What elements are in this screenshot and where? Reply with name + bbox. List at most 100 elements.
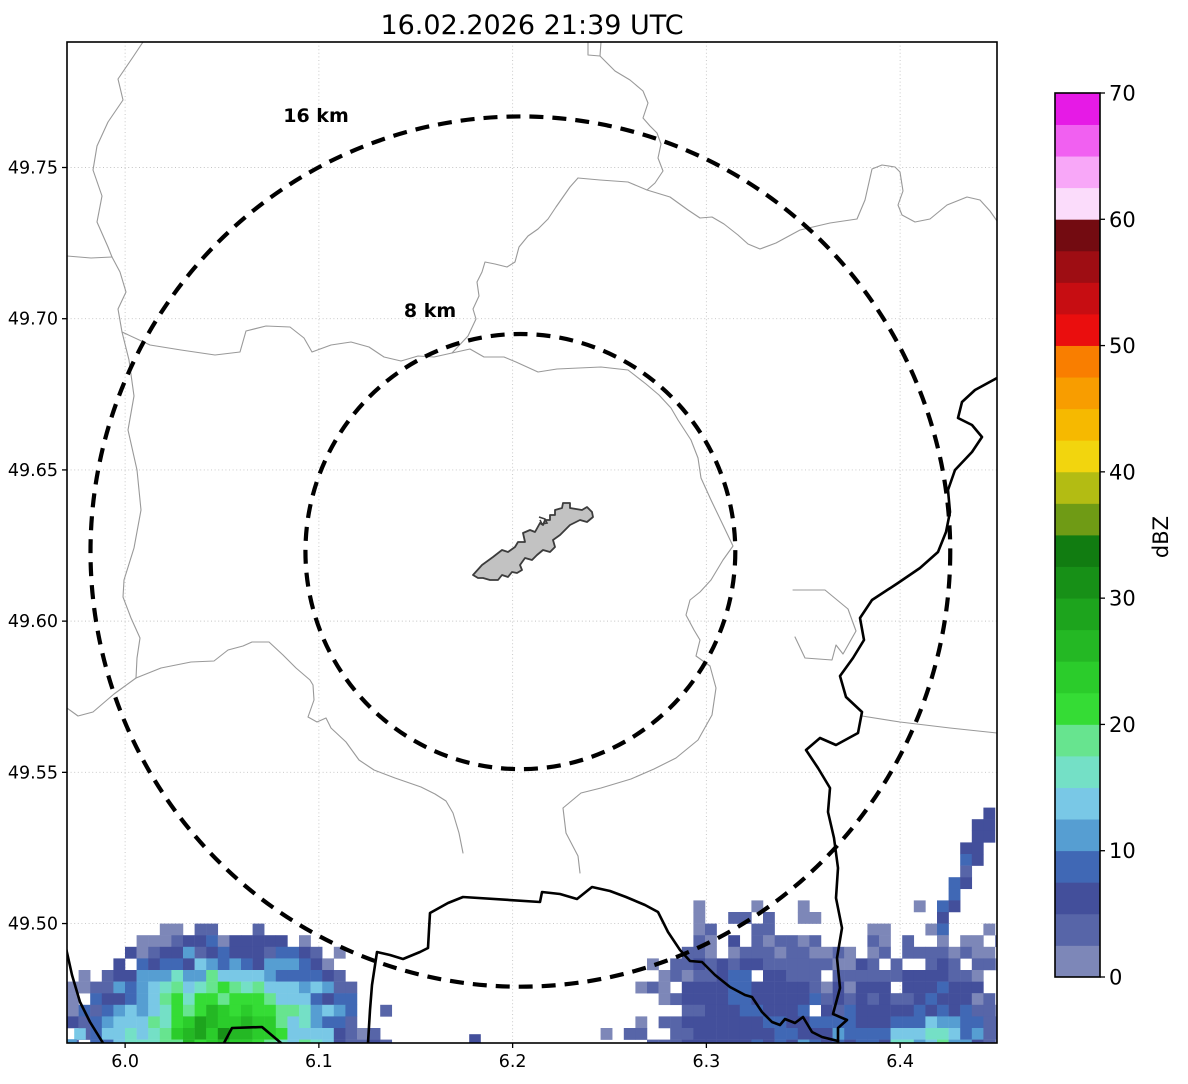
precip-cell: [252, 1016, 265, 1029]
precip-cell: [206, 1028, 219, 1040]
precip-cell: [322, 958, 335, 971]
precip-cell: [739, 1039, 752, 1043]
colorbar-tick-label: 20: [1109, 713, 1136, 737]
precip-cell: [113, 1016, 126, 1029]
precip-cell: [333, 970, 346, 982]
precip-cell: [983, 958, 996, 971]
precip-cell: [101, 981, 114, 994]
precip-cell: [264, 1039, 277, 1043]
precip-cell: [241, 935, 253, 948]
x-tick-label: 6.3: [692, 1052, 720, 1072]
precip-cell: [113, 1028, 126, 1040]
precip-cell: [960, 854, 973, 866]
precip-cell: [797, 1016, 810, 1029]
precip-cell: [635, 1028, 648, 1040]
precip-cell: [206, 958, 219, 971]
precip-cell: [948, 1004, 961, 1017]
precip-cell: [658, 993, 671, 1006]
precip-cell: [125, 1016, 137, 1029]
precip-cell: [647, 1039, 659, 1043]
precip-cell: [681, 1028, 694, 1040]
precip-cell: [705, 1016, 717, 1029]
precip-cell: [333, 1004, 346, 1017]
precip-cell: [774, 958, 787, 971]
precip-cell: [299, 1004, 311, 1017]
precip-cell: [855, 1004, 868, 1017]
precip-cell: [948, 1016, 961, 1029]
admin-boundary-line: [792, 589, 857, 661]
colorbar-segment: [1055, 535, 1100, 567]
colorbar-tick-label: 30: [1109, 587, 1136, 611]
colorbar-label: dBZ: [1149, 516, 1173, 558]
precip-cell: [948, 993, 961, 1006]
precip-cell: [705, 946, 717, 959]
precip-cell: [867, 935, 880, 948]
precip-cell: [299, 970, 311, 982]
precip-cell: [960, 1028, 973, 1040]
precip-cell: [78, 981, 91, 994]
precip-cell: [751, 1016, 764, 1029]
precip-cell: [275, 958, 288, 971]
precip-cell: [797, 900, 810, 913]
precip-cell: [728, 1004, 741, 1017]
precip-cell: [751, 1039, 764, 1043]
precip-cell: [264, 935, 277, 948]
precip-cell: [693, 993, 706, 1006]
precip-cell: [159, 946, 172, 959]
precip-cell: [148, 935, 161, 948]
urban-area-shape: [472, 502, 594, 581]
precip-cell: [217, 946, 230, 959]
precip-cell: [844, 981, 857, 994]
precip-cell: [890, 1028, 903, 1040]
y-axis: 49.75 49.70 49.65 49.60 49.55 49.50: [8, 159, 67, 935]
precip-cell: [380, 1039, 393, 1043]
precip-cell: [739, 946, 752, 959]
country-border-line: [804, 376, 997, 1043]
precip-cell: [241, 993, 253, 1006]
precip-cell: [705, 1028, 717, 1040]
precip-cell: [902, 981, 915, 994]
map-gridlines: [67, 42, 997, 1043]
precip-cell: [310, 958, 323, 971]
precip-cell: [786, 970, 799, 982]
precip-cell: [299, 993, 311, 1006]
precip-cell: [983, 993, 996, 1006]
precip-cell: [797, 1004, 810, 1017]
precip-cell: [902, 1039, 915, 1043]
y-tick-label: 49.75: [8, 159, 58, 179]
precip-cell: [844, 946, 857, 959]
precip-cell: [264, 1004, 277, 1017]
precip-cell: [333, 981, 346, 994]
precip-cell: [322, 1028, 335, 1040]
precip-cell: [206, 923, 219, 936]
colorbar-segment: [1055, 598, 1100, 631]
precip-cell: [206, 1016, 219, 1029]
precip-cell: [101, 1016, 114, 1029]
precip-cell: [159, 981, 172, 994]
precip-cell: [693, 935, 706, 948]
precip-cell: [159, 1039, 172, 1043]
precip-cell: [705, 958, 717, 971]
precip-cell: [113, 981, 126, 994]
precip-cell: [751, 923, 764, 936]
precip-cell: [913, 981, 926, 994]
precip-cell: [705, 935, 717, 948]
precip-cell: [739, 912, 752, 924]
precip-cell: [821, 1016, 833, 1029]
precip-cell: [902, 946, 915, 959]
colorbar-segment: [1055, 566, 1100, 599]
precip-cell: [194, 993, 207, 1006]
precip-cell: [322, 993, 335, 1006]
colorbar-segment: [1055, 124, 1100, 157]
precip-cell: [148, 1016, 161, 1029]
urban-area-polygon: [472, 502, 594, 581]
precip-cell: [183, 935, 195, 948]
precip-cell: [797, 958, 810, 971]
precip-cell: [322, 970, 335, 982]
precip-cell: [287, 1039, 300, 1043]
colorbar-segment: [1055, 850, 1100, 883]
precip-cell: [705, 1039, 717, 1043]
precip-cell: [275, 970, 288, 982]
precip-cell: [937, 912, 949, 924]
